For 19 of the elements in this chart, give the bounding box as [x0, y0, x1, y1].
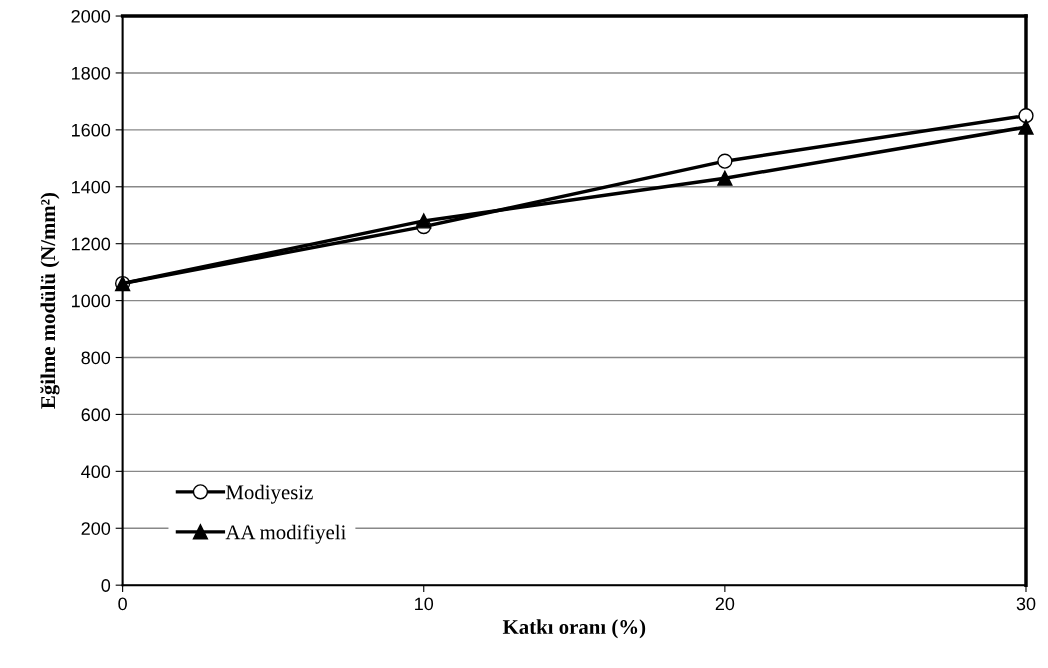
y-tick-label: 800 [81, 351, 111, 365]
y-tick-label: 600 [81, 408, 111, 422]
y-tick-label: 200 [81, 522, 111, 535]
legend-label: AA modifiyeli [225, 524, 346, 544]
x-axis-title: Katkı oranı (%) [502, 619, 646, 639]
y-tick-label: 1200 [72, 237, 111, 251]
x-tick-label: 0 [118, 597, 127, 611]
y-tick-label: 1400 [72, 180, 111, 194]
y-tick-label: 1600 [72, 123, 111, 137]
y-tick-label: 0 [101, 579, 111, 592]
x-tick-label: 10 [415, 597, 434, 611]
x-tick-label: 30 [1016, 597, 1036, 611]
y-tick-label: 1000 [72, 294, 111, 308]
y-tick-label: 2000 [71, 9, 111, 23]
x-tick-label: 20 [715, 597, 735, 611]
legend-label: Modiyesiz [226, 484, 313, 504]
y-tick-label: 1800 [72, 66, 111, 80]
y-axis-title: Eğilme modülü (N/mm²) [40, 193, 60, 409]
y-tick-label: 400 [81, 465, 111, 479]
